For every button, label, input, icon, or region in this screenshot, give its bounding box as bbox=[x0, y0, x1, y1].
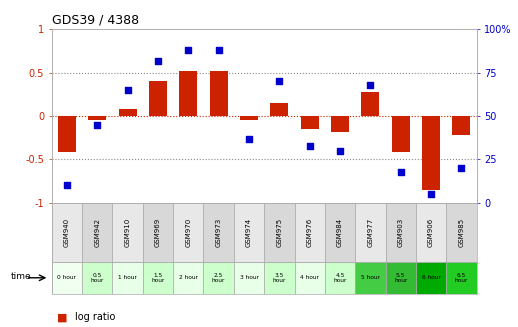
Text: GSM977: GSM977 bbox=[367, 217, 373, 247]
Bar bbox=[204, 262, 234, 294]
Bar bbox=[385, 203, 416, 262]
Bar bbox=[422, 116, 440, 190]
Point bbox=[123, 88, 132, 93]
Text: ■: ■ bbox=[57, 312, 67, 322]
Text: 1 hour: 1 hour bbox=[118, 275, 137, 281]
Text: 2.5
hour: 2.5 hour bbox=[212, 273, 225, 283]
Bar bbox=[355, 203, 385, 262]
Point bbox=[306, 143, 314, 148]
Point bbox=[366, 82, 375, 88]
Bar bbox=[82, 203, 112, 262]
Bar bbox=[82, 262, 112, 294]
Bar bbox=[385, 262, 416, 294]
Point bbox=[245, 136, 253, 141]
Bar bbox=[58, 116, 76, 152]
Text: 4 hour: 4 hour bbox=[300, 275, 319, 281]
Bar bbox=[355, 262, 385, 294]
Bar bbox=[264, 262, 295, 294]
Bar bbox=[446, 262, 477, 294]
Text: 6.5
hour: 6.5 hour bbox=[455, 273, 468, 283]
Text: 5.5
hour: 5.5 hour bbox=[394, 273, 407, 283]
Text: GSM976: GSM976 bbox=[307, 217, 313, 247]
Bar bbox=[361, 92, 380, 116]
Text: GDS39 / 4388: GDS39 / 4388 bbox=[52, 14, 139, 27]
Point bbox=[275, 79, 283, 84]
Text: GSM973: GSM973 bbox=[215, 217, 222, 247]
Text: GSM910: GSM910 bbox=[125, 217, 131, 247]
Bar bbox=[446, 203, 477, 262]
Text: GSM940: GSM940 bbox=[64, 217, 70, 247]
Bar bbox=[204, 203, 234, 262]
Bar bbox=[173, 262, 204, 294]
Bar bbox=[416, 262, 446, 294]
Text: GSM903: GSM903 bbox=[398, 217, 404, 247]
Bar bbox=[325, 203, 355, 262]
Bar bbox=[149, 81, 167, 116]
Bar bbox=[112, 262, 143, 294]
Bar bbox=[234, 262, 264, 294]
Bar bbox=[325, 262, 355, 294]
Point bbox=[154, 58, 162, 63]
Bar bbox=[264, 203, 295, 262]
Text: 5 hour: 5 hour bbox=[361, 275, 380, 281]
Bar bbox=[210, 71, 228, 116]
Text: 3 hour: 3 hour bbox=[239, 275, 258, 281]
Bar bbox=[179, 71, 197, 116]
Text: GSM975: GSM975 bbox=[276, 217, 282, 247]
Text: 3.5
hour: 3.5 hour bbox=[272, 273, 286, 283]
Bar bbox=[331, 116, 349, 132]
Bar bbox=[143, 203, 173, 262]
Point bbox=[397, 169, 405, 174]
Text: 6 hour: 6 hour bbox=[422, 275, 440, 281]
Text: GSM984: GSM984 bbox=[337, 217, 343, 247]
Bar bbox=[52, 203, 82, 262]
Text: GSM942: GSM942 bbox=[94, 218, 100, 247]
Bar bbox=[416, 203, 446, 262]
Point bbox=[93, 122, 102, 127]
Text: log ratio: log ratio bbox=[75, 312, 116, 322]
Text: 4.5
hour: 4.5 hour bbox=[334, 273, 347, 283]
Bar bbox=[234, 203, 264, 262]
Point bbox=[214, 48, 223, 53]
Bar bbox=[295, 262, 325, 294]
Text: GSM906: GSM906 bbox=[428, 217, 434, 247]
Point bbox=[336, 148, 344, 153]
Bar bbox=[300, 116, 319, 129]
Bar bbox=[88, 116, 106, 120]
Point bbox=[457, 165, 466, 171]
Bar bbox=[112, 203, 143, 262]
Text: 0.5
hour: 0.5 hour bbox=[91, 273, 104, 283]
Text: GSM974: GSM974 bbox=[246, 217, 252, 247]
Point bbox=[184, 48, 193, 53]
Text: time: time bbox=[10, 272, 31, 281]
Text: 1.5
hour: 1.5 hour bbox=[151, 273, 165, 283]
Point bbox=[63, 183, 71, 188]
Point bbox=[427, 191, 435, 197]
Text: GSM970: GSM970 bbox=[185, 217, 191, 247]
Text: 2 hour: 2 hour bbox=[179, 275, 198, 281]
Text: GSM985: GSM985 bbox=[458, 217, 465, 247]
Bar bbox=[295, 203, 325, 262]
Bar bbox=[143, 262, 173, 294]
Bar bbox=[452, 116, 470, 135]
Bar bbox=[119, 109, 137, 116]
Text: 0 hour: 0 hour bbox=[57, 275, 77, 281]
Bar bbox=[173, 203, 204, 262]
Bar bbox=[392, 116, 410, 152]
Bar bbox=[240, 116, 258, 120]
Bar bbox=[270, 103, 289, 116]
Text: GSM969: GSM969 bbox=[155, 217, 161, 247]
Bar bbox=[52, 262, 82, 294]
